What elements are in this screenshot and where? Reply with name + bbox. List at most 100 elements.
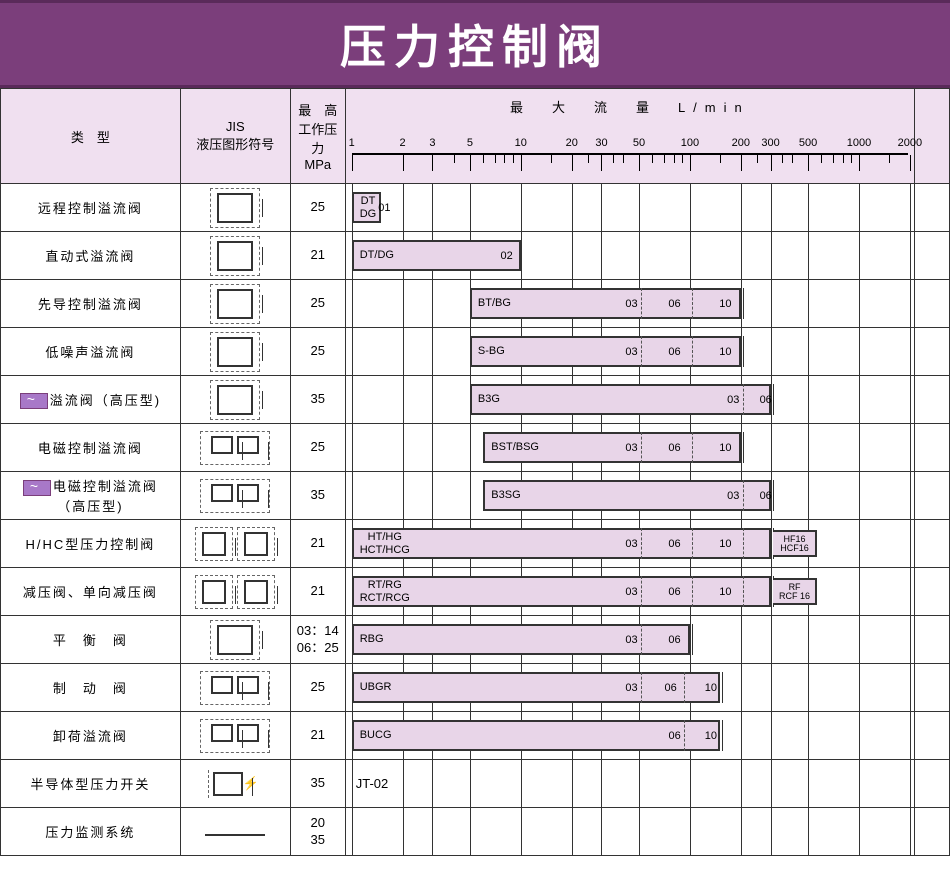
jis-symbol-cell bbox=[180, 232, 290, 280]
pressure-cell: 25 bbox=[290, 424, 345, 472]
pressure-cell: 35 bbox=[290, 376, 345, 424]
header-pad bbox=[915, 89, 950, 184]
pad-cell bbox=[915, 472, 950, 520]
flow-range-bar: BST/BSG030610 bbox=[483, 432, 741, 463]
header-pressure: 最 高 工作压力 MPa bbox=[290, 89, 345, 184]
pressure-cell: 21 bbox=[290, 568, 345, 616]
flow-cell: RT/RGRCT/RCG030610RFRCF 16 bbox=[345, 568, 914, 616]
jis-symbol-cell bbox=[180, 568, 290, 616]
jis-symbol-cell bbox=[180, 808, 290, 856]
jis-symbol-cell bbox=[180, 184, 290, 232]
type-cell: 电磁控制溢流阀 （高压型) bbox=[1, 472, 181, 520]
jis-symbol-cell bbox=[180, 328, 290, 376]
flow-cell: HT/HGHCT/HCG030610HF16HCF16 bbox=[345, 520, 914, 568]
pad-cell bbox=[915, 376, 950, 424]
flow-cell: DTDG01 bbox=[345, 184, 914, 232]
jis-symbol-cell: ⚡ bbox=[180, 760, 290, 808]
jis-symbol-cell bbox=[180, 712, 290, 760]
type-cell: 平 衡 阀 bbox=[1, 616, 181, 664]
pad-cell bbox=[915, 520, 950, 568]
table-row: H/HC型压力控制阀 21HT/HGHCT/HCG030610HF16HCF16 bbox=[1, 520, 950, 568]
table-row: 低噪声溢流阀 25 S-BG030610 bbox=[1, 328, 950, 376]
flow-range-bar: B3SG0306 bbox=[483, 480, 770, 511]
flow-range-bar: RBG0306 bbox=[352, 624, 690, 655]
jis-symbol-cell bbox=[180, 280, 290, 328]
pad-cell bbox=[915, 424, 950, 472]
flow-range-bar: B3G0306 bbox=[470, 384, 771, 415]
pressure-cell: 25 bbox=[290, 664, 345, 712]
type-cell: 半导体型压力开关 bbox=[1, 760, 181, 808]
valve-spec-table: 类 型 JIS 液压图形符号 最 高 工作压力 MPa 最 大 流 量 L/mi… bbox=[0, 88, 950, 856]
flow-range-bar: RT/RGRCT/RCG030610RFRCF 16 bbox=[352, 576, 771, 607]
pad-cell bbox=[915, 616, 950, 664]
flow-extra-block: HF16HCF16 bbox=[773, 530, 817, 557]
header-type: 类 型 bbox=[1, 89, 181, 184]
jis-symbol-cell bbox=[180, 424, 290, 472]
table-row: 直动式溢流阀 21DT/DG02 bbox=[1, 232, 950, 280]
flow-cell: BST/BSG030610 bbox=[345, 424, 914, 472]
table-row: 电磁控制溢流阀 （高压型) 35 B3SG0306 bbox=[1, 472, 950, 520]
page-title: 压力控制阀 bbox=[0, 0, 950, 88]
header-flow: 最 大 流 量 L/min 12351020305010020030050010… bbox=[345, 89, 914, 184]
jis-symbol-cell bbox=[180, 376, 290, 424]
type-cell: 先导控制溢流阀 bbox=[1, 280, 181, 328]
flow-cell: UBGR030610 bbox=[345, 664, 914, 712]
pad-cell bbox=[915, 232, 950, 280]
type-cell: 压力监测系统 bbox=[1, 808, 181, 856]
header-jis: JIS 液压图形符号 bbox=[180, 89, 290, 184]
flow-range-bar: S-BG030610 bbox=[470, 336, 741, 367]
type-cell: 直动式溢流阀 bbox=[1, 232, 181, 280]
table-row: 远程控制溢流阀25DTDG01 bbox=[1, 184, 950, 232]
pressure-cell: 25 bbox=[290, 328, 345, 376]
flow-text: JT-02 bbox=[356, 776, 389, 791]
pad-cell bbox=[915, 184, 950, 232]
type-cell: 卸荷溢流阀 bbox=[1, 712, 181, 760]
table-row: 电磁控制溢流阀 25 BST/BSG030610 bbox=[1, 424, 950, 472]
flow-cell: S-BG030610 bbox=[345, 328, 914, 376]
type-cell: H/HC型压力控制阀 bbox=[1, 520, 181, 568]
pad-cell bbox=[915, 760, 950, 808]
flow-cell: BUCG0610 bbox=[345, 712, 914, 760]
type-cell: 溢流阀（高压型) bbox=[1, 376, 181, 424]
type-cell: 电磁控制溢流阀 bbox=[1, 424, 181, 472]
pad-cell bbox=[915, 280, 950, 328]
flow-range-bar: DTDG01 bbox=[352, 192, 382, 223]
flow-range-bar: UBGR030610 bbox=[352, 672, 720, 703]
flag-icon bbox=[23, 480, 51, 496]
type-cell: 低噪声溢流阀 bbox=[1, 328, 181, 376]
table-header-row: 类 型 JIS 液压图形符号 最 高 工作压力 MPa 最 大 流 量 L/mi… bbox=[1, 89, 950, 184]
jis-symbol-cell bbox=[180, 616, 290, 664]
pressure-cell: 03：14 06：25 bbox=[290, 616, 345, 664]
flow-cell: B3SG0306 bbox=[345, 472, 914, 520]
flow-cell: RBG0306 bbox=[345, 616, 914, 664]
table-row: 溢流阀（高压型) 35 B3G0306 bbox=[1, 376, 950, 424]
flow-range-bar: HT/HGHCT/HCG030610HF16HCF16 bbox=[352, 528, 771, 559]
table-row: 减压阀、单向减压阀 21RT/RGRCT/RCG030610RFRCF 16 bbox=[1, 568, 950, 616]
table-row: 先导控制溢流阀 25 BT/BG030610 bbox=[1, 280, 950, 328]
flow-range-bar: BUCG0610 bbox=[352, 720, 720, 751]
pressure-cell: 20 35 bbox=[290, 808, 345, 856]
table-row: 压力监测系统 20 35 bbox=[1, 808, 950, 856]
jis-symbol-cell bbox=[180, 520, 290, 568]
pad-cell bbox=[915, 664, 950, 712]
flow-scale: 12351020305010020030050010002000 bbox=[346, 137, 914, 179]
pressure-cell: 35 bbox=[290, 760, 345, 808]
pressure-cell: 25 bbox=[290, 280, 345, 328]
pad-cell bbox=[915, 712, 950, 760]
pad-cell bbox=[915, 808, 950, 856]
table-row: 制 动 阀 25UBGR030610 bbox=[1, 664, 950, 712]
type-cell: 制 动 阀 bbox=[1, 664, 181, 712]
flow-range-bar: DT/DG02 bbox=[352, 240, 521, 271]
type-cell: 远程控制溢流阀 bbox=[1, 184, 181, 232]
flow-cell: BT/BG030610 bbox=[345, 280, 914, 328]
flow-range-bar: BT/BG030610 bbox=[470, 288, 741, 319]
flow-cell: B3G0306 bbox=[345, 376, 914, 424]
table-row: 半导体型压力开关⚡35 JT-02 bbox=[1, 760, 950, 808]
pressure-cell: 35 bbox=[290, 472, 345, 520]
flow-cell: DT/DG02 bbox=[345, 232, 914, 280]
flow-cell bbox=[345, 808, 914, 856]
pressure-cell: 21 bbox=[290, 232, 345, 280]
type-cell: 减压阀、单向减压阀 bbox=[1, 568, 181, 616]
pad-cell bbox=[915, 568, 950, 616]
flag-icon bbox=[20, 393, 48, 409]
